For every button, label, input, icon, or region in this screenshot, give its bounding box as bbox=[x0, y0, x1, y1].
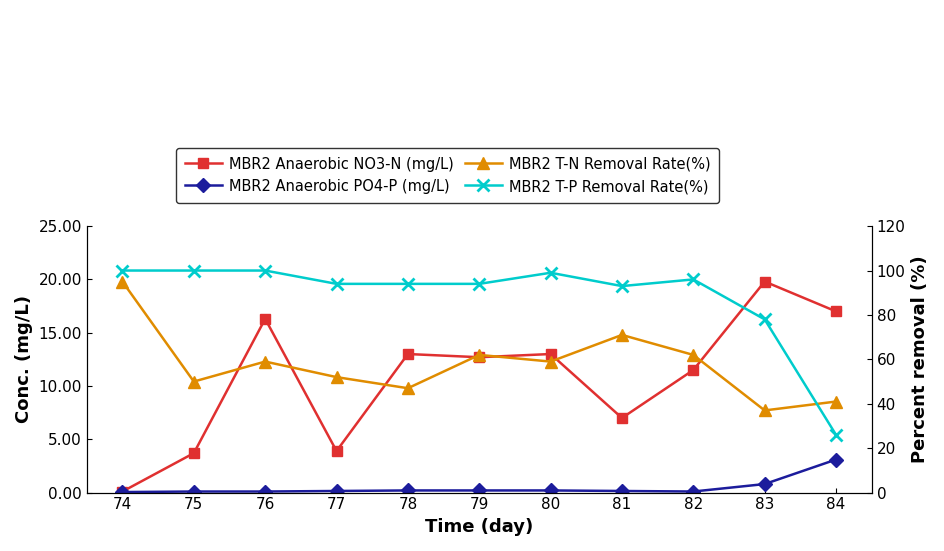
MBR2 T-P Removal Rate(%) bbox=[331, 280, 343, 287]
MBR2 Anaerobic PO4-P (mg/L) bbox=[402, 487, 413, 494]
MBR2 T-N Removal Rate(%) bbox=[331, 374, 343, 380]
MBR2 Anaerobic PO4-P (mg/L) bbox=[831, 456, 842, 463]
MBR2 Anaerobic NO3-N (mg/L) bbox=[260, 316, 271, 322]
Legend: MBR2 Anaerobic NO3-N (mg/L), MBR2 Anaerobic PO4-P (mg/L), MBR2 T-N Removal Rate(: MBR2 Anaerobic NO3-N (mg/L), MBR2 Anaero… bbox=[177, 148, 719, 203]
MBR2 T-P Removal Rate(%) bbox=[188, 267, 199, 274]
MBR2 T-P Removal Rate(%) bbox=[759, 316, 770, 323]
MBR2 T-N Removal Rate(%) bbox=[117, 278, 128, 285]
Line: MBR2 Anaerobic PO4-P (mg/L): MBR2 Anaerobic PO4-P (mg/L) bbox=[118, 455, 841, 497]
MBR2 Anaerobic NO3-N (mg/L) bbox=[831, 308, 842, 315]
MBR2 T-P Removal Rate(%) bbox=[545, 269, 556, 276]
MBR2 T-N Removal Rate(%) bbox=[616, 332, 628, 338]
MBR2 T-N Removal Rate(%) bbox=[260, 358, 271, 365]
X-axis label: Time (day): Time (day) bbox=[425, 518, 533, 536]
MBR2 Anaerobic PO4-P (mg/L) bbox=[188, 488, 199, 495]
MBR2 Anaerobic NO3-N (mg/L) bbox=[759, 278, 770, 285]
MBR2 Anaerobic PO4-P (mg/L) bbox=[260, 488, 271, 495]
MBR2 T-P Removal Rate(%) bbox=[474, 280, 485, 287]
MBR2 Anaerobic NO3-N (mg/L) bbox=[687, 367, 699, 374]
Line: MBR2 Anaerobic NO3-N (mg/L): MBR2 Anaerobic NO3-N (mg/L) bbox=[118, 277, 841, 496]
MBR2 Anaerobic PO4-P (mg/L) bbox=[331, 488, 343, 494]
Y-axis label: Conc. (mg/L): Conc. (mg/L) bbox=[15, 295, 33, 423]
MBR2 T-P Removal Rate(%) bbox=[402, 280, 413, 287]
MBR2 Anaerobic NO3-N (mg/L) bbox=[188, 450, 199, 456]
MBR2 T-P Removal Rate(%) bbox=[117, 267, 128, 274]
MBR2 T-P Removal Rate(%) bbox=[687, 276, 699, 283]
Y-axis label: Percent removal (%): Percent removal (%) bbox=[911, 256, 929, 463]
MBR2 T-N Removal Rate(%) bbox=[545, 358, 556, 365]
MBR2 Anaerobic PO4-P (mg/L) bbox=[759, 481, 770, 488]
MBR2 Anaerobic PO4-P (mg/L) bbox=[545, 487, 556, 494]
MBR2 Anaerobic PO4-P (mg/L) bbox=[117, 489, 128, 495]
Line: MBR2 T-N Removal Rate(%): MBR2 T-N Removal Rate(%) bbox=[117, 276, 842, 416]
MBR2 T-N Removal Rate(%) bbox=[474, 352, 485, 358]
MBR2 T-N Removal Rate(%) bbox=[188, 378, 199, 385]
MBR2 Anaerobic NO3-N (mg/L) bbox=[117, 488, 128, 495]
MBR2 Anaerobic NO3-N (mg/L) bbox=[616, 415, 628, 422]
Line: MBR2 T-P Removal Rate(%): MBR2 T-P Removal Rate(%) bbox=[117, 265, 842, 440]
MBR2 T-N Removal Rate(%) bbox=[831, 398, 842, 405]
MBR2 T-N Removal Rate(%) bbox=[759, 407, 770, 414]
MBR2 T-N Removal Rate(%) bbox=[402, 385, 413, 392]
MBR2 Anaerobic NO3-N (mg/L) bbox=[331, 448, 343, 455]
MBR2 T-N Removal Rate(%) bbox=[687, 352, 699, 358]
MBR2 Anaerobic NO3-N (mg/L) bbox=[545, 351, 556, 358]
MBR2 T-P Removal Rate(%) bbox=[831, 431, 842, 438]
MBR2 Anaerobic PO4-P (mg/L) bbox=[687, 488, 699, 495]
MBR2 Anaerobic NO3-N (mg/L) bbox=[402, 351, 413, 358]
MBR2 Anaerobic PO4-P (mg/L) bbox=[616, 488, 628, 494]
MBR2 T-P Removal Rate(%) bbox=[616, 283, 628, 289]
MBR2 T-P Removal Rate(%) bbox=[260, 267, 271, 274]
MBR2 Anaerobic NO3-N (mg/L) bbox=[474, 354, 485, 360]
MBR2 Anaerobic PO4-P (mg/L) bbox=[474, 487, 485, 494]
